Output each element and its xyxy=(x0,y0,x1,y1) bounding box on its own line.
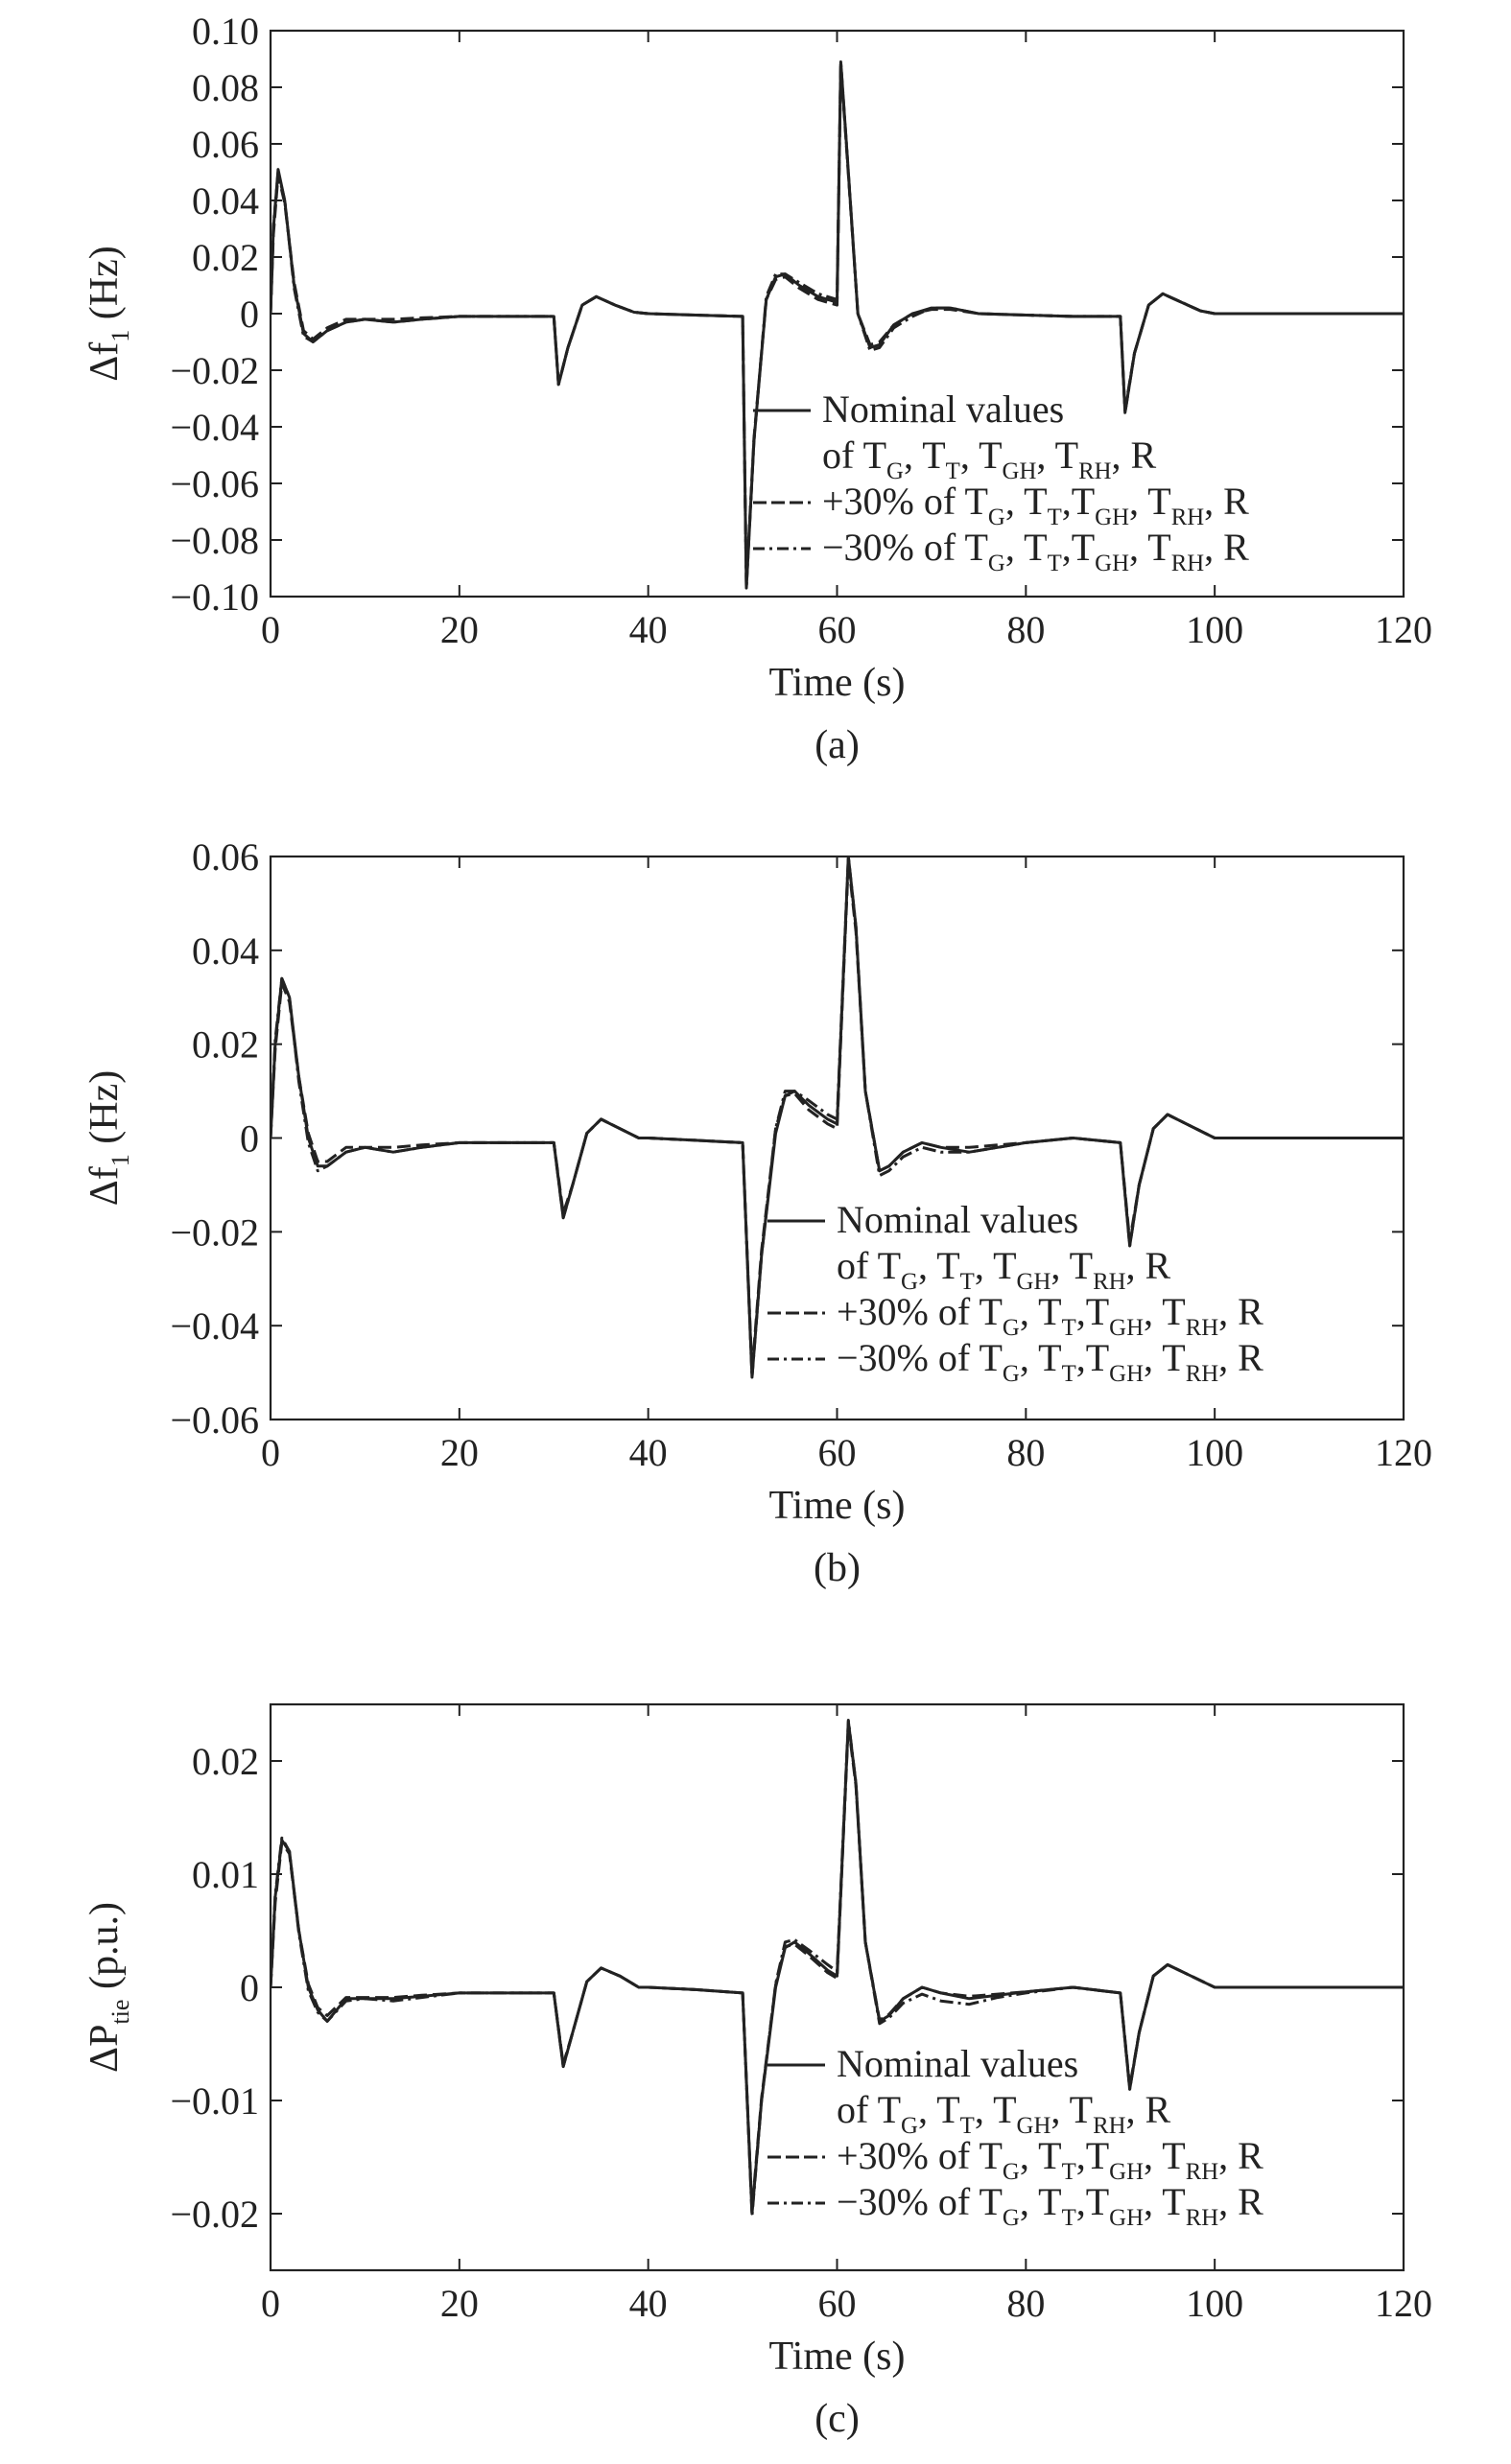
x-tick-label: 20 xyxy=(440,608,479,651)
x-tick-label: 0 xyxy=(261,608,280,651)
y-tick-label: 0.10 xyxy=(192,10,259,53)
x-tick-label: 120 xyxy=(1375,1431,1432,1474)
y-tick-label: −0.02 xyxy=(170,1210,259,1254)
y-tick-label: 0.08 xyxy=(192,66,259,109)
y-tick-label: 0.06 xyxy=(192,123,259,166)
y-tick-label: −0.02 xyxy=(170,2193,259,2236)
legend-entry: Nominal values xyxy=(822,387,1064,431)
x-tick-label: 80 xyxy=(1006,1431,1045,1474)
y-tick-label: −0.01 xyxy=(170,2079,259,2123)
series-line-dashdot xyxy=(271,857,1404,1379)
panel-label: (b) xyxy=(814,1546,861,1590)
legend-entry: Nominal values xyxy=(837,2042,1078,2085)
x-tick-label: 40 xyxy=(629,608,668,651)
x-axis-label: Time (s) xyxy=(769,2335,906,2379)
y-tick-label: 0.06 xyxy=(192,835,259,879)
chart-panel-c: 0 20 40 60 80 100 120 −0.02 −0.01 0 0.01 0.02 Time (… xyxy=(83,1702,1432,2441)
y-axis-label: ΔPtie​ (p.u.) xyxy=(83,1902,134,2073)
y-tick-label: 0 xyxy=(240,293,259,336)
panel-label: (a) xyxy=(815,723,860,767)
legend-entry: −30% of TG​, TT​,TGH​, TRH​, R xyxy=(837,1336,1263,1387)
x-tick-label: 40 xyxy=(629,2282,668,2325)
legend-entry: −30% of TG​, TT​,TGH​, TRH​, R xyxy=(837,2180,1263,2231)
y-tick-label: −0.02 xyxy=(170,349,259,392)
y-tick-label: 0.02 xyxy=(192,1023,259,1067)
x-axis-label: Time (s) xyxy=(769,661,906,705)
y-axis-label: Δf1​ (Hz) xyxy=(83,246,134,381)
series-line-dashdot xyxy=(271,60,1404,590)
legend-entry: of TG​, TT​, TGH​, TRH​, R xyxy=(837,2088,1171,2139)
y-tick-label: 0.04 xyxy=(192,179,259,223)
y-tick-label: 0.02 xyxy=(192,236,259,279)
y-axis-label: Δf1​ (Hz) xyxy=(83,1070,134,1206)
y-tick-label: 0 xyxy=(240,1966,259,2009)
series-line-dashdot xyxy=(271,1719,1404,2218)
legend-entry: −30% of TG​, TT​,TGH​, TRH​, R xyxy=(822,526,1249,576)
chart-panel-b: 0 20 40 60 80 100 120 −0.06 −0.04 −0.02 0 0.02 0.04 0… xyxy=(83,835,1432,1590)
x-tick-label: 100 xyxy=(1186,2282,1243,2325)
y-tick-label: 0.04 xyxy=(192,929,259,973)
legend-entry: +30% of TG​, TT​,TGH​, TRH​, R xyxy=(837,2134,1263,2185)
y-tick-label: −0.08 xyxy=(170,519,259,562)
y-tick-label: −0.06 xyxy=(170,462,259,505)
x-tick-label: 100 xyxy=(1186,1431,1243,1474)
y-tick-label: −0.04 xyxy=(170,406,259,449)
panel-label: (c) xyxy=(815,2397,860,2441)
legend-entry: +30% of TG​, TT​,TGH​, TRH​, R xyxy=(837,1290,1263,1341)
y-tick-label: −0.10 xyxy=(170,575,259,619)
x-tick-label: 100 xyxy=(1186,608,1243,651)
x-tick-label: 80 xyxy=(1006,2282,1045,2325)
chart-panel-a: 0 20 40 60 80 100 120 −0.10 −0.08 −0.06 −0.04 −0.02… xyxy=(83,10,1432,767)
x-tick-label: 60 xyxy=(818,1431,857,1474)
x-tick-label: 80 xyxy=(1006,608,1045,651)
y-tick-label: −0.06 xyxy=(170,1398,259,1442)
series-line-dash xyxy=(271,859,1404,1374)
x-tick-label: 0 xyxy=(261,1431,280,1474)
x-tick-label: 20 xyxy=(440,1431,479,1474)
x-tick-label: 60 xyxy=(818,608,857,651)
x-axis-label: Time (s) xyxy=(769,1484,906,1528)
x-tick-label: 120 xyxy=(1375,608,1432,651)
legend-entry: of TG​, TT​, TGH​, TRH​, R xyxy=(837,1244,1171,1295)
y-tick-label: −0.04 xyxy=(170,1304,259,1348)
x-tick-label: 120 xyxy=(1375,2282,1432,2325)
x-tick-label: 20 xyxy=(440,2282,479,2325)
legend-entry: of TG​, TT​, TGH​, TRH​, R xyxy=(822,434,1157,484)
legend-entry: Nominal values xyxy=(837,1198,1078,1241)
y-tick-label: 0 xyxy=(240,1117,259,1161)
x-tick-label: 60 xyxy=(818,2282,857,2325)
y-tick-label: 0.02 xyxy=(192,1740,259,1783)
y-tick-label: 0.01 xyxy=(192,1853,259,1896)
x-tick-label: 40 xyxy=(629,1431,668,1474)
x-tick-label: 0 xyxy=(261,2282,280,2325)
series-line-dash xyxy=(271,62,1404,587)
legend-entry: +30% of TG​, TT​,TGH​, TRH​, R xyxy=(822,480,1249,530)
